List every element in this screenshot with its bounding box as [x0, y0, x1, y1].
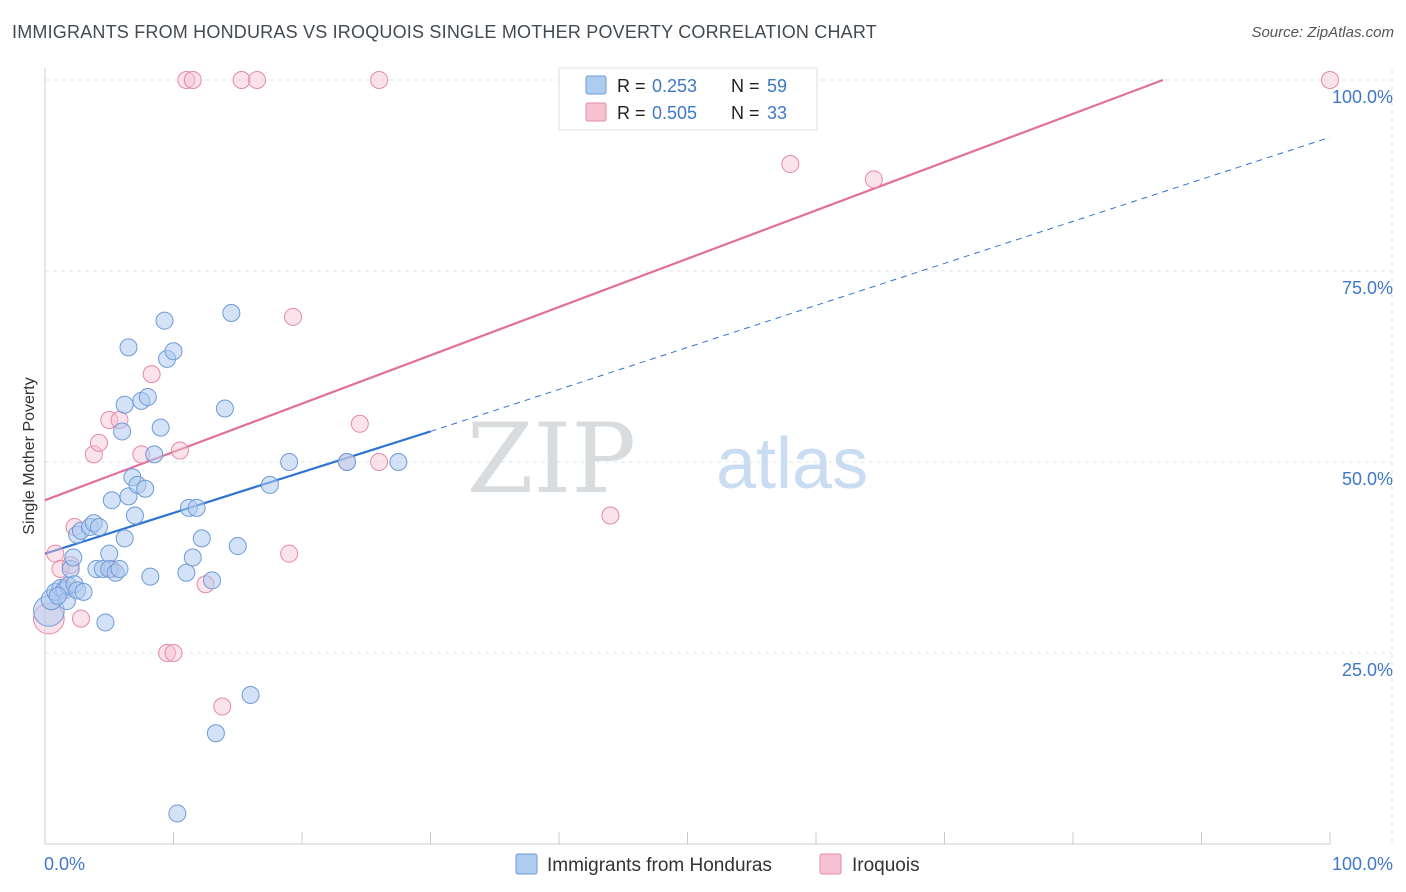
- stats-n-label-1: N =: [731, 76, 760, 96]
- y-tick-label: 50.0%: [1342, 469, 1393, 489]
- stats-r-value-1: 0.253: [652, 76, 697, 96]
- x-tick-label: 100.0%: [1332, 854, 1393, 874]
- honduras-trend-dashed: [430, 136, 1331, 432]
- honduras-point: [151, 418, 170, 437]
- honduras-point: [203, 571, 222, 590]
- iroquois-point: [177, 71, 196, 89]
- stats-legend-swatch-blue: [585, 75, 607, 95]
- axes: [44, 68, 1331, 845]
- iroquois-point: [183, 71, 202, 89]
- legend-label-honduras: Immigrants from Honduras: [547, 855, 772, 876]
- watermark-zip: ZIP: [467, 403, 636, 515]
- legend-swatch-iroquois: [819, 853, 842, 875]
- honduras-point: [155, 311, 174, 330]
- honduras-point: [241, 686, 260, 705]
- stats-n-label-2: N =: [731, 103, 760, 123]
- honduras-point: [64, 548, 83, 567]
- honduras-point: [125, 506, 144, 525]
- iroquois-point: [370, 71, 389, 89]
- iroquois-point: [158, 644, 177, 662]
- honduras-point: [141, 567, 160, 586]
- honduras-point: [260, 475, 279, 494]
- iroquois-point: [1321, 71, 1339, 89]
- data-points: [33, 71, 1339, 823]
- watermark-atlas: atlas: [716, 424, 868, 504]
- stats-legend-swatch-pink: [585, 102, 607, 122]
- honduras-point: [136, 479, 155, 498]
- honduras-point: [389, 453, 408, 471]
- honduras-point: [280, 453, 299, 471]
- legend-swatch-honduras: [515, 853, 538, 875]
- honduras-point: [74, 582, 93, 601]
- watermark: ZIP atlas: [467, 403, 868, 515]
- honduras-trend-line: [44, 430, 431, 555]
- honduras-point: [102, 491, 121, 510]
- honduras-point: [89, 517, 108, 536]
- honduras-point: [192, 529, 211, 548]
- honduras-point: [187, 498, 206, 517]
- iroquois-point: [781, 155, 800, 174]
- honduras-point: [206, 724, 225, 743]
- iroquois-point: [284, 307, 303, 326]
- trend-lines: [44, 78, 1331, 555]
- y-tick-label: 100.0%: [1332, 87, 1393, 107]
- y-axis-label: Single Mother Poverty: [21, 377, 38, 534]
- honduras-point: [183, 548, 202, 567]
- honduras-point: [138, 388, 157, 407]
- honduras-point: [164, 342, 183, 361]
- honduras-point: [100, 544, 119, 563]
- honduras-point: [145, 445, 164, 464]
- honduras-point: [228, 537, 247, 556]
- stats-n-value-2: 33: [767, 103, 787, 123]
- honduras-point: [96, 613, 115, 632]
- honduras-point: [222, 304, 241, 323]
- gridlines: [45, 70, 1393, 844]
- iroquois-point: [84, 445, 103, 464]
- legend-label-iroquois: Iroquois: [852, 855, 920, 876]
- stats-r-label-2: R =: [617, 103, 646, 123]
- honduras-point: [119, 338, 138, 357]
- chart-title: IMMIGRANTS FROM HONDURAS VS IROQUOIS SIN…: [12, 22, 877, 42]
- iroquois-point: [71, 609, 90, 628]
- iroquois-point: [601, 506, 620, 525]
- series-legend: Immigrants from Honduras Iroquois: [515, 853, 920, 876]
- iroquois-point: [864, 170, 883, 189]
- honduras-point: [115, 529, 134, 548]
- iroquois-point: [164, 644, 183, 662]
- iroquois-point: [232, 71, 251, 89]
- iroquois-point: [170, 441, 189, 460]
- honduras-point: [48, 586, 67, 605]
- iroquois-point: [100, 410, 119, 429]
- honduras-point: [215, 399, 234, 418]
- stats-r-label-1: R =: [617, 76, 646, 96]
- x-tick-label: 0.0%: [44, 854, 85, 874]
- stats-n-value-1: 59: [767, 76, 787, 96]
- iroquois-point: [142, 365, 161, 384]
- stats-legend: R = 0.253 N = 59 R = 0.505 N = 33: [558, 67, 818, 131]
- iroquois-point: [370, 453, 389, 471]
- honduras-point: [110, 559, 129, 578]
- iroquois-trend-line: [44, 78, 1164, 502]
- honduras-point: [177, 563, 196, 582]
- iroquois-point: [46, 544, 65, 563]
- stats-r-value-2: 0.505: [652, 103, 697, 123]
- honduras-point: [115, 395, 134, 414]
- source-credit: Source: ZipAtlas.com: [1251, 24, 1394, 41]
- iroquois-point: [89, 433, 108, 452]
- tick-labels: 25.0% 50.0% 75.0% 100.0% 0.0% 100.0%: [44, 87, 1393, 874]
- iroquois-point: [350, 414, 369, 433]
- iroquois-point: [213, 697, 232, 716]
- iroquois-point: [248, 71, 267, 89]
- y-tick-label: 25.0%: [1342, 660, 1393, 680]
- honduras-point: [337, 453, 356, 471]
- iroquois-point: [280, 544, 299, 563]
- honduras-point: [168, 804, 187, 823]
- honduras-point: [113, 422, 132, 441]
- y-tick-label: 75.0%: [1342, 278, 1393, 298]
